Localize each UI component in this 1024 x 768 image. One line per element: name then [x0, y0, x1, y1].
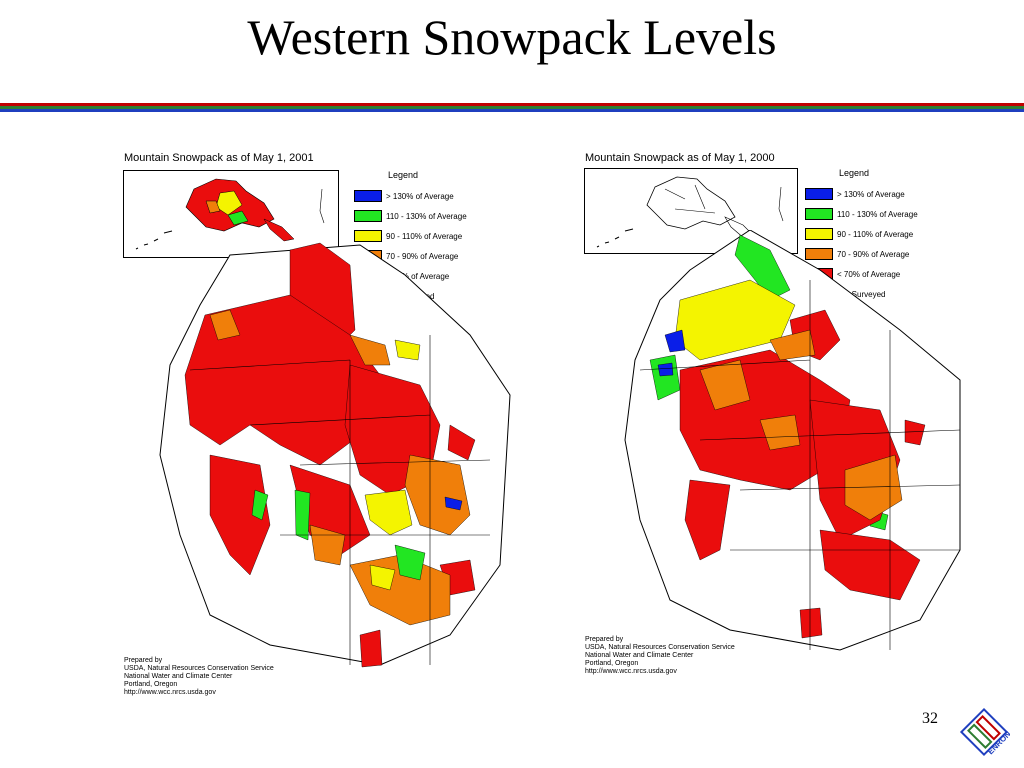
credit-line: http://www.wcc.nrcs.usda.gov: [124, 689, 216, 696]
alaska-inset-2001: [123, 170, 339, 258]
legend-item: > 130% of Average: [805, 184, 918, 204]
map-title-2000: Mountain Snowpack as of May 1, 2000: [585, 152, 775, 164]
legend-label: 110 - 130% of Average: [837, 209, 918, 219]
credit-line: Portland, Oregon: [124, 681, 178, 688]
page-number: 32: [922, 710, 938, 727]
alaska-inset-map-2000: [596, 176, 784, 248]
credits-2001: Prepared by USDA, Natural Resources Cons…: [124, 657, 274, 697]
legend-label: < 70% of Average: [837, 269, 901, 279]
enron-logo-icon: ENRON: [959, 707, 1010, 756]
legend-item: 110 - 130% of Average: [805, 204, 918, 224]
legend-label: 70 - 90% of Average: [837, 249, 910, 259]
legend-label: 70 - 90% of Average: [386, 251, 459, 261]
credit-line: USDA, Natural Resources Conservation Ser…: [585, 644, 735, 651]
credit-line: http://www.wcc.nrcs.usda.gov: [585, 668, 677, 675]
legend-item: 90 - 110% of Average: [805, 224, 918, 244]
legend-label: Not Surveyed: [837, 289, 886, 299]
legend-swatch-70-90: [805, 248, 833, 260]
red-stripe: [0, 103, 1024, 106]
credits-2000: Prepared by USDA, Natural Resources Cons…: [585, 636, 735, 676]
legend-item: 110 - 130% of Average: [354, 206, 467, 226]
legend-item: 90 - 110% of Average: [354, 226, 467, 246]
header-divider-stripes: [0, 103, 1024, 112]
green-stripe: [0, 106, 1024, 109]
blue-stripe: [0, 109, 1024, 112]
credit-line: Portland, Oregon: [585, 660, 639, 667]
legend-item: 70 - 90% of Average: [805, 244, 918, 264]
legend-swatch-above-130: [354, 190, 382, 202]
legend-label: > 130% of Average: [386, 191, 454, 201]
credit-line: USDA, Natural Resources Conservation Ser…: [124, 665, 274, 672]
legend-swatch-above-130: [805, 188, 833, 200]
credit-line: National Water and Climate Center: [124, 673, 233, 680]
legend-label: > 130% of Average: [837, 189, 905, 199]
snowpack-map-2001: [150, 235, 520, 680]
map-title-2001: Mountain Snowpack as of May 1, 2001: [124, 152, 314, 164]
snowpack-map-2000: [620, 229, 975, 660]
legend-title: Legend: [388, 170, 419, 180]
legend-label: 90 - 110% of Average: [837, 229, 914, 239]
slide-title: Western Snowpack Levels: [247, 9, 777, 65]
legend-label: 90 - 110% of Average: [386, 231, 463, 241]
legend-swatch-110-130: [354, 210, 382, 222]
legend-swatch-90-110: [805, 228, 833, 240]
legend-label: 110 - 130% of Average: [386, 211, 467, 221]
credit-line: Prepared by: [124, 657, 163, 664]
alaska-inset-map-2001: [135, 178, 325, 250]
credit-line: Prepared by: [585, 636, 624, 643]
legend-item: > 130% of Average: [354, 186, 467, 206]
legend-swatch-110-130: [805, 208, 833, 220]
credit-line: National Water and Climate Center: [585, 652, 694, 659]
legend-title: Legend: [839, 168, 870, 178]
legend-swatch-90-110: [354, 230, 382, 242]
legend-label: < 70% of Average: [386, 271, 450, 281]
